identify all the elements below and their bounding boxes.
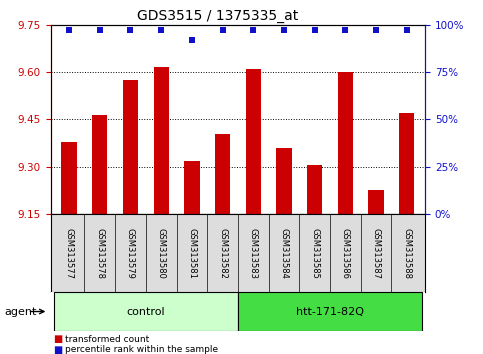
Text: ■: ■ [53,345,62,354]
Bar [184,160,199,214]
Bar [54,292,238,331]
Point [249,28,257,33]
Point [127,28,134,33]
Point [280,28,288,33]
Text: agent: agent [5,307,37,316]
Text: GSM313577: GSM313577 [65,228,73,279]
Point [157,28,165,33]
Bar [238,292,422,331]
Bar [399,113,414,214]
Text: percentile rank within the sample: percentile rank within the sample [65,345,218,354]
Point [188,37,196,43]
Text: GSM313578: GSM313578 [95,228,104,279]
Text: GDS3515 / 1375335_at: GDS3515 / 1375335_at [137,9,298,23]
Bar [245,69,261,214]
Bar [307,165,322,214]
Point [341,28,349,33]
Text: GSM313581: GSM313581 [187,228,197,279]
Text: GSM313584: GSM313584 [279,228,288,279]
Bar [123,80,138,214]
Text: GSM313587: GSM313587 [371,228,381,279]
Text: GSM313583: GSM313583 [249,228,258,279]
Bar [215,134,230,214]
Text: GSM313580: GSM313580 [156,228,166,279]
Text: GSM313579: GSM313579 [126,228,135,279]
Text: transformed count: transformed count [65,335,149,344]
Text: htt-171-82Q: htt-171-82Q [296,307,364,316]
Bar [92,115,108,214]
Text: control: control [127,307,165,316]
Text: GSM313585: GSM313585 [310,228,319,279]
Point [96,28,104,33]
Text: ■: ■ [53,334,62,344]
Point [65,28,73,33]
Point [403,28,411,33]
Text: GSM313586: GSM313586 [341,228,350,279]
Point [311,28,318,33]
Point [372,28,380,33]
Bar [61,142,77,214]
Bar [276,148,292,214]
Bar [368,190,384,214]
Point [219,28,227,33]
Text: GSM313588: GSM313588 [402,228,411,279]
Bar [338,72,353,214]
Bar [154,67,169,214]
Text: GSM313582: GSM313582 [218,228,227,279]
